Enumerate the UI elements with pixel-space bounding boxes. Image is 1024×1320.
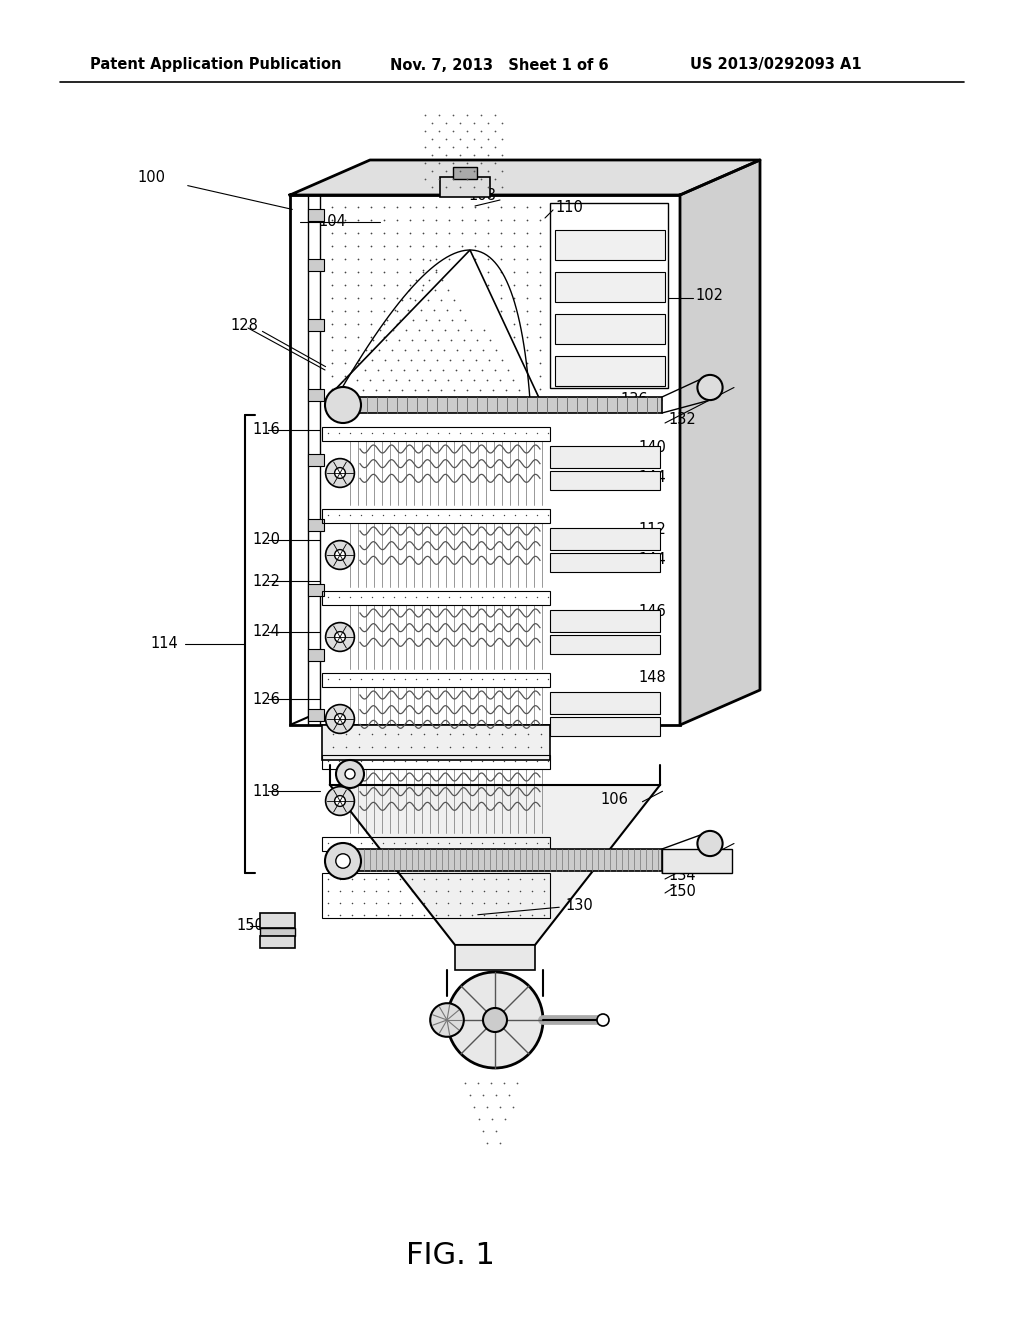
Bar bbox=[440, 177, 490, 197]
Circle shape bbox=[325, 843, 361, 879]
Circle shape bbox=[597, 1014, 609, 1026]
Bar bbox=[550, 528, 660, 549]
Bar bbox=[550, 203, 668, 388]
Text: 134: 134 bbox=[668, 869, 695, 883]
Bar bbox=[550, 610, 660, 631]
Bar bbox=[453, 168, 477, 180]
Text: 102: 102 bbox=[695, 288, 723, 302]
Text: FIG. 1: FIG. 1 bbox=[406, 1241, 495, 1270]
Polygon shape bbox=[290, 160, 760, 195]
Circle shape bbox=[326, 541, 354, 569]
Text: 140: 140 bbox=[638, 440, 666, 454]
Text: 100: 100 bbox=[137, 170, 165, 186]
Bar bbox=[260, 928, 295, 936]
Bar bbox=[662, 849, 732, 873]
Text: 130: 130 bbox=[565, 898, 593, 912]
Bar bbox=[308, 259, 324, 271]
Bar bbox=[550, 553, 660, 572]
Text: Nov. 7, 2013   Sheet 1 of 6: Nov. 7, 2013 Sheet 1 of 6 bbox=[390, 58, 608, 73]
Bar bbox=[550, 692, 660, 714]
Polygon shape bbox=[325, 249, 540, 400]
Text: US 2013/0292093 A1: US 2013/0292093 A1 bbox=[690, 58, 861, 73]
Text: 144: 144 bbox=[638, 470, 666, 484]
Text: 138: 138 bbox=[638, 851, 666, 866]
Circle shape bbox=[447, 972, 543, 1068]
Text: Patent Application Publication: Patent Application Publication bbox=[90, 58, 341, 73]
Text: 132: 132 bbox=[668, 412, 695, 428]
Polygon shape bbox=[330, 785, 660, 945]
Circle shape bbox=[345, 770, 355, 779]
Text: 128: 128 bbox=[230, 318, 258, 333]
Circle shape bbox=[326, 705, 354, 734]
Polygon shape bbox=[680, 160, 760, 725]
Circle shape bbox=[335, 467, 345, 478]
Text: 114: 114 bbox=[151, 636, 178, 652]
Bar bbox=[322, 510, 550, 523]
Bar bbox=[322, 673, 550, 686]
Bar bbox=[308, 389, 324, 401]
Text: 118: 118 bbox=[252, 784, 280, 799]
Circle shape bbox=[326, 458, 354, 487]
Circle shape bbox=[697, 830, 723, 857]
Circle shape bbox=[335, 631, 345, 643]
Bar bbox=[308, 709, 324, 721]
Text: 104: 104 bbox=[318, 214, 346, 230]
Bar bbox=[550, 471, 660, 490]
Circle shape bbox=[336, 854, 350, 869]
Bar bbox=[308, 454, 324, 466]
Text: 116: 116 bbox=[252, 422, 280, 437]
Bar bbox=[322, 755, 550, 770]
Bar bbox=[322, 426, 550, 441]
Circle shape bbox=[430, 1003, 464, 1036]
Bar bbox=[290, 195, 680, 725]
Text: 150: 150 bbox=[668, 883, 696, 899]
Bar bbox=[308, 519, 324, 531]
Bar bbox=[322, 873, 550, 917]
Bar bbox=[455, 945, 535, 970]
Circle shape bbox=[325, 387, 361, 422]
Text: 110: 110 bbox=[555, 199, 583, 214]
Text: 148: 148 bbox=[638, 671, 666, 685]
Circle shape bbox=[335, 714, 345, 725]
Bar bbox=[550, 635, 660, 653]
Circle shape bbox=[483, 1008, 507, 1032]
Bar bbox=[322, 725, 550, 760]
Circle shape bbox=[697, 375, 723, 400]
Bar bbox=[308, 649, 324, 661]
Text: 144: 144 bbox=[638, 552, 666, 566]
Text: 106: 106 bbox=[600, 792, 628, 808]
Text: 120: 120 bbox=[252, 532, 280, 548]
Circle shape bbox=[335, 796, 345, 807]
Bar bbox=[260, 936, 295, 948]
Circle shape bbox=[326, 787, 354, 816]
Text: 108: 108 bbox=[468, 189, 496, 203]
Bar bbox=[555, 272, 665, 302]
Circle shape bbox=[335, 549, 345, 561]
Bar bbox=[555, 356, 665, 385]
Text: 136: 136 bbox=[620, 392, 647, 408]
Circle shape bbox=[326, 623, 354, 651]
Text: 150: 150 bbox=[236, 919, 264, 933]
Bar bbox=[308, 209, 324, 220]
Bar bbox=[308, 583, 324, 597]
Circle shape bbox=[336, 760, 364, 788]
Bar bbox=[343, 397, 662, 413]
Bar bbox=[322, 837, 550, 851]
Bar bbox=[555, 314, 665, 345]
Text: 126: 126 bbox=[252, 692, 280, 706]
Bar bbox=[550, 446, 660, 467]
Bar bbox=[550, 717, 660, 735]
Bar bbox=[308, 319, 324, 331]
Bar bbox=[322, 591, 550, 605]
Text: 112: 112 bbox=[638, 521, 666, 536]
Text: 146: 146 bbox=[638, 603, 666, 619]
Bar bbox=[260, 913, 295, 928]
Bar bbox=[555, 230, 665, 260]
Text: 124: 124 bbox=[252, 624, 280, 639]
Text: 122: 122 bbox=[252, 573, 280, 589]
Bar bbox=[343, 849, 662, 871]
